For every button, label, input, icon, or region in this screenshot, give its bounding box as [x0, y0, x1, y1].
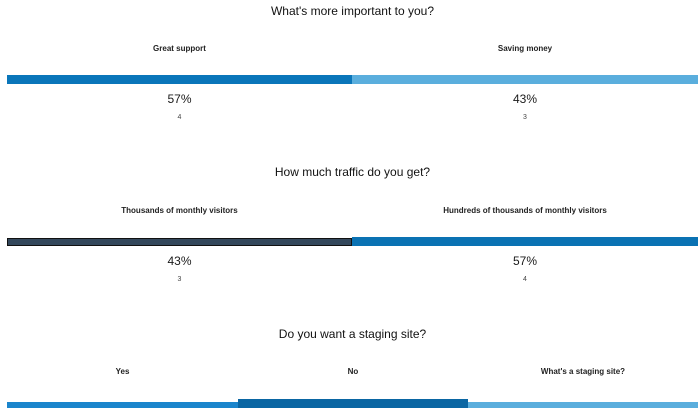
result-bar: [352, 237, 698, 246]
option-label: Thousands of monthly visitors: [121, 206, 238, 215]
poll-options: Yes No What's a staging site?: [7, 365, 698, 416]
result-bar: [7, 75, 352, 84]
option-label: No: [347, 367, 359, 376]
option-hundreds-of-thousands-visitors[interactable]: Hundreds of thousands of monthly visitor…: [352, 203, 698, 293]
option-whats-staging[interactable]: What's a staging site?: [468, 365, 698, 416]
vote-count: 4: [523, 276, 527, 283]
result-percent: 57%: [167, 92, 192, 106]
result-percent: 43%: [512, 92, 538, 106]
option-great-support[interactable]: Great support 57% 4: [7, 40, 352, 140]
poll-traffic: How much traffic do you get? Thousands o…: [7, 163, 698, 293]
vote-count: 3: [523, 114, 527, 121]
poll-title: How much traffic do you get?: [274, 165, 431, 179]
poll-title: Do you want a staging site?: [278, 327, 427, 341]
option-label: Saving money: [497, 44, 553, 53]
option-label: Great support: [153, 44, 206, 53]
vote-count: 3: [177, 276, 182, 283]
result-bar: [352, 75, 698, 84]
vote-count: 4: [177, 114, 182, 121]
result-bar: [7, 402, 238, 408]
option-label: Yes: [115, 367, 130, 376]
option-label: What's a staging site?: [540, 367, 626, 376]
option-no[interactable]: No: [238, 365, 468, 416]
option-saving-money[interactable]: Saving money 43% 3: [352, 40, 698, 140]
result-bar: [7, 238, 352, 246]
result-percent: 57%: [512, 254, 538, 268]
poll-staging: Do you want a staging site? Yes No What'…: [7, 325, 698, 416]
result-bar: [238, 399, 468, 408]
poll-title: What's more important to you?: [270, 4, 435, 18]
result-bar: [468, 402, 698, 408]
poll-options: Thousands of monthly visitors 43% 3 Hund…: [7, 203, 698, 293]
result-percent: 43%: [167, 254, 192, 268]
poll-important: What's more important to you? Great supp…: [7, 0, 698, 140]
option-yes[interactable]: Yes: [7, 365, 238, 416]
option-thousands-visitors[interactable]: Thousands of monthly visitors 43% 3: [7, 203, 352, 293]
option-label: Hundreds of thousands of monthly visitor…: [443, 206, 607, 215]
poll-options: Great support 57% 4 Saving money 43% 3: [7, 40, 698, 140]
